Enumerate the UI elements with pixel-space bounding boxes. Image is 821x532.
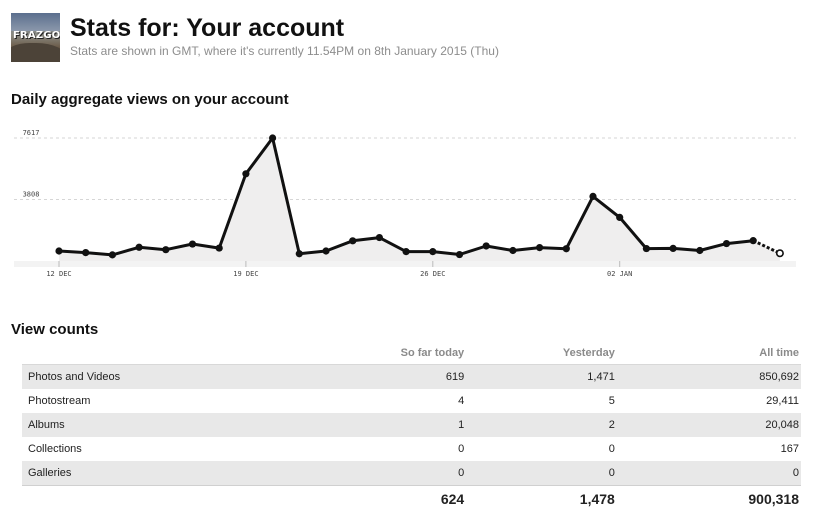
row-label-collections[interactable]: Collections (22, 437, 309, 461)
data-point (775, 249, 784, 258)
data-point (589, 192, 597, 201)
header-all-time: All time (616, 342, 801, 365)
y-tick-label: 3808 (23, 191, 40, 199)
total-yesterday: 1,478 (466, 485, 617, 512)
avatar-hill (11, 43, 60, 62)
data-point (349, 237, 357, 245)
y-tick-label: 7617 (23, 129, 40, 137)
cell-today: 4 (308, 389, 467, 413)
data-point (669, 244, 677, 253)
header-so-far-today: So far today (308, 342, 467, 365)
series-line (58, 136, 754, 257)
row-label-galleries[interactable]: Galleries (22, 461, 309, 486)
x-tick-label: 19 DEC (233, 270, 258, 278)
cell-today: 619 (308, 364, 467, 389)
cell-yesterday: 5 (466, 389, 617, 413)
page-subtitle: Stats are shown in GMT, where it's curre… (70, 44, 499, 58)
data-point (135, 243, 143, 251)
cell-today: 0 (308, 437, 467, 461)
data-point (55, 247, 63, 255)
cell-all-time: 0 (616, 461, 801, 486)
data-point (82, 249, 90, 257)
data-point (215, 244, 223, 252)
data-point (242, 170, 250, 178)
data-point (402, 248, 410, 256)
cell-yesterday: 0 (466, 437, 617, 461)
x-tick-label: 12 DEC (46, 270, 71, 278)
data-point (562, 245, 570, 253)
table-header-row: So far today Yesterday All time (22, 342, 801, 365)
cell-all-time: 167 (616, 437, 801, 461)
account-avatar[interactable]: FRAZGO (11, 13, 60, 62)
chart-section-title: Daily aggregate views on your account (11, 91, 289, 108)
table-row: Photos and Videos 619 1,471 850,692 (22, 364, 801, 389)
total-today: 624 (308, 485, 467, 512)
cell-today: 1 (308, 413, 467, 437)
data-point (749, 237, 757, 245)
header-yesterday: Yesterday (466, 342, 617, 365)
data-point (536, 243, 544, 252)
x-tick-label: 26 DEC (420, 270, 445, 278)
view-counts-title: View counts (11, 321, 99, 338)
cell-yesterday: 0 (466, 461, 617, 486)
table-row: Galleries 0 0 0 (22, 461, 801, 486)
header-label (22, 342, 309, 365)
view-counts-table: So far today Yesterday All time Photos a… (22, 342, 801, 512)
data-point (295, 250, 303, 258)
x-tick-label: 02 JAN (607, 270, 632, 278)
row-label-photos-videos[interactable]: Photos and Videos (22, 364, 309, 389)
data-point (269, 134, 277, 142)
data-point (162, 246, 170, 254)
table-row: Albums 1 2 20,048 (22, 413, 801, 437)
data-point (482, 242, 490, 250)
data-point (642, 244, 651, 253)
data-point (696, 246, 704, 255)
page-title: Stats for: Your account (70, 14, 345, 42)
x-axis-band (14, 261, 796, 267)
data-point (188, 240, 197, 248)
table-row: Collections 0 0 167 (22, 437, 801, 461)
cell-today: 0 (308, 461, 467, 486)
data-point (616, 213, 624, 222)
data-point (322, 247, 330, 255)
avatar-logo-text: FRAZGO (13, 30, 60, 41)
totals-row: 624 1,478 900,318 (22, 485, 801, 512)
avatar-sky (11, 13, 60, 31)
total-all-time: 900,318 (616, 485, 801, 512)
data-point (722, 239, 731, 248)
cell-all-time: 850,692 (616, 364, 801, 389)
row-label-albums[interactable]: Albums (22, 413, 309, 437)
data-point (509, 246, 517, 255)
data-point (108, 251, 116, 259)
area-fill (59, 138, 780, 261)
data-point (375, 233, 383, 242)
total-label (22, 485, 309, 512)
cell-yesterday: 2 (466, 413, 617, 437)
data-point (455, 250, 464, 259)
daily-views-chart: 7617 3808 12 DEC 19 DEC 26 DEC 02 JAN (14, 129, 796, 278)
cell-all-time: 29,411 (616, 389, 801, 413)
table-row: Photostream 4 5 29,411 (22, 389, 801, 413)
row-label-photostream[interactable]: Photostream (22, 389, 309, 413)
cell-yesterday: 1,471 (466, 364, 617, 389)
data-point (429, 248, 437, 256)
cell-all-time: 20,048 (616, 413, 801, 437)
